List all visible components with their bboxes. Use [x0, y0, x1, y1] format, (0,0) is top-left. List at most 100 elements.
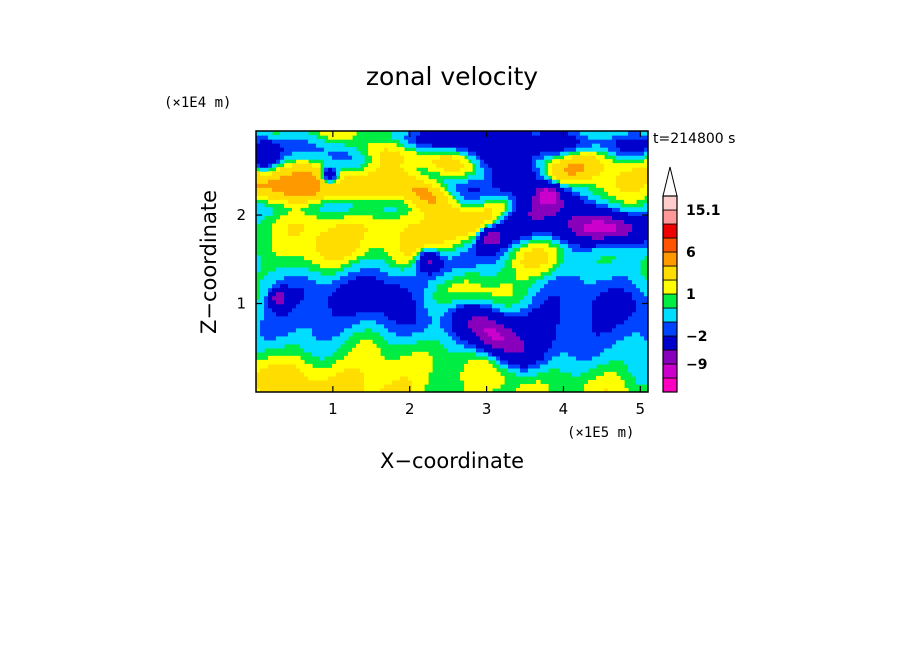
field-cell	[352, 171, 357, 176]
field-cell	[628, 367, 633, 373]
field-cell	[360, 187, 365, 192]
field-cell	[316, 223, 321, 228]
field-cell	[300, 167, 305, 172]
field-cell	[424, 335, 429, 341]
field-cell	[316, 367, 321, 373]
field-cell	[548, 299, 553, 305]
field-cell	[552, 275, 557, 281]
field-cell	[364, 195, 369, 200]
field-cell	[528, 291, 533, 297]
field-cell	[608, 267, 613, 273]
field-cell	[408, 223, 413, 228]
field-cell	[516, 371, 521, 377]
field-cell	[596, 247, 601, 253]
field-cell	[576, 299, 581, 305]
field-cell	[284, 155, 289, 160]
field-cell	[304, 279, 309, 285]
field-cell	[488, 239, 493, 245]
field-cell	[348, 375, 353, 381]
field-cell	[324, 235, 329, 241]
field-cell	[520, 355, 525, 361]
field-cell	[432, 215, 437, 220]
field-cell	[588, 215, 593, 220]
field-cell	[340, 239, 345, 245]
field-cell	[368, 151, 373, 156]
field-cell	[308, 291, 313, 297]
field-cell	[536, 211, 541, 216]
field-cell	[548, 215, 553, 220]
field-cell	[576, 227, 581, 232]
field-cell	[356, 363, 361, 369]
field-cell	[468, 303, 473, 309]
field-cell	[624, 271, 629, 277]
field-cell	[388, 287, 393, 293]
field-cell	[588, 283, 593, 289]
field-cell	[592, 167, 597, 172]
field-cell	[592, 359, 597, 365]
field-cell	[524, 267, 529, 273]
field-cell	[568, 347, 573, 353]
field-cell	[420, 367, 425, 373]
field-cell	[268, 339, 273, 345]
field-cell	[396, 383, 401, 389]
field-cell	[416, 303, 421, 309]
field-cell	[612, 239, 617, 245]
field-cell	[568, 359, 573, 365]
field-cell	[360, 379, 365, 385]
field-cell	[584, 215, 589, 220]
field-cell	[476, 287, 481, 293]
field-cell	[588, 355, 593, 361]
field-cell	[580, 175, 585, 180]
field-cell	[568, 267, 573, 273]
field-cell	[440, 171, 445, 176]
field-cell	[364, 359, 369, 365]
field-cell	[332, 147, 337, 152]
field-cell	[348, 295, 353, 301]
field-cell	[592, 235, 597, 241]
field-cell	[592, 379, 597, 385]
field-cell	[400, 383, 405, 389]
field-cell	[308, 219, 313, 224]
field-cell	[260, 211, 265, 216]
field-cell	[392, 323, 397, 329]
field-cell	[292, 155, 297, 160]
field-cell	[452, 311, 457, 317]
field-cell	[428, 291, 433, 297]
field-cell	[544, 343, 549, 349]
field-cell	[588, 263, 593, 269]
field-cell	[608, 171, 613, 176]
field-cell	[392, 307, 397, 313]
field-cell	[384, 335, 389, 341]
field-cell	[296, 303, 301, 309]
field-cell	[392, 387, 397, 392]
field-cell	[568, 179, 573, 184]
field-cell	[256, 171, 261, 176]
field-cell	[340, 323, 345, 329]
field-cell	[440, 159, 445, 164]
field-cell	[516, 183, 521, 188]
field-cell	[420, 251, 425, 257]
field-cell	[400, 163, 405, 168]
field-cell	[372, 375, 377, 381]
field-cell	[380, 283, 385, 289]
field-cell	[604, 219, 609, 224]
field-cell	[488, 175, 493, 180]
field-cell	[348, 175, 353, 180]
field-cell	[516, 163, 521, 168]
field-cell	[460, 227, 465, 232]
field-cell	[488, 151, 493, 156]
field-cell	[396, 243, 401, 249]
field-cell	[512, 315, 517, 321]
field-cell	[564, 247, 569, 253]
field-cell	[528, 383, 533, 389]
field-cell	[420, 179, 425, 184]
field-cell	[324, 239, 329, 245]
field-cell	[296, 311, 301, 317]
field-cell	[564, 147, 569, 152]
field-cell	[264, 323, 269, 329]
field-cell	[364, 339, 369, 345]
field-cell	[500, 319, 505, 325]
field-cell	[360, 219, 365, 224]
field-cell	[608, 331, 613, 337]
field-cell	[440, 239, 445, 245]
